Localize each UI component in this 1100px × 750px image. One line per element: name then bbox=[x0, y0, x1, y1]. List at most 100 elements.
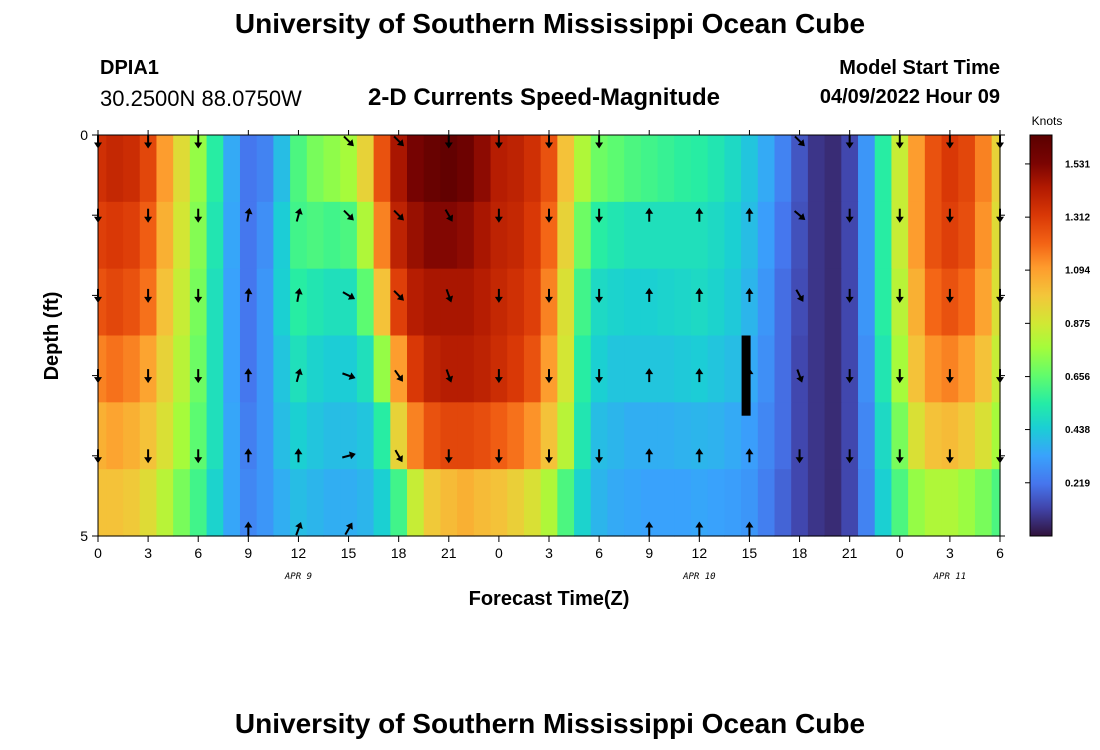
heatmap-cell bbox=[390, 469, 408, 537]
heatmap-cell bbox=[273, 402, 291, 470]
heatmap-cell bbox=[106, 402, 124, 470]
arrow-head bbox=[595, 296, 604, 303]
heatmap-cell bbox=[707, 268, 725, 337]
arrow-head bbox=[294, 368, 303, 376]
heatmap-cell bbox=[507, 335, 525, 403]
arrow-head bbox=[347, 292, 356, 300]
current-arrow bbox=[795, 289, 804, 302]
heatmap-cell bbox=[958, 135, 976, 203]
heatmap-cell bbox=[607, 469, 625, 537]
current-arrow bbox=[194, 369, 203, 384]
x-tick-label: 18 bbox=[792, 545, 808, 561]
current-arrow bbox=[545, 288, 553, 303]
heatmap-cell bbox=[991, 135, 1001, 203]
current-arrow bbox=[144, 134, 153, 149]
heatmap-cell bbox=[607, 268, 625, 337]
heatmap-cell bbox=[974, 201, 993, 270]
heatmap-cell bbox=[523, 268, 542, 337]
heatmap-cell bbox=[557, 268, 575, 337]
colorbar-gradient bbox=[1029, 134, 1053, 537]
heatmap-cell bbox=[707, 201, 725, 270]
heatmap-cell bbox=[273, 201, 291, 270]
arrow-head bbox=[348, 451, 356, 460]
heatmap-cell bbox=[757, 135, 776, 203]
heatmap-cell bbox=[340, 402, 358, 470]
heatmap-cell bbox=[523, 201, 542, 270]
heatmap-cell bbox=[290, 335, 308, 403]
heatmap-cell bbox=[824, 135, 842, 203]
heatmap-cell bbox=[624, 402, 642, 470]
heatmap-cell bbox=[523, 402, 542, 470]
heatmap-cell bbox=[407, 469, 425, 537]
x-tick-label: 9 bbox=[645, 545, 653, 561]
arrow-head bbox=[845, 377, 854, 384]
heatmap-cell bbox=[440, 135, 458, 203]
current-arrow bbox=[695, 521, 704, 536]
x-tick-label: 0 bbox=[94, 545, 102, 561]
heatmap-cell bbox=[290, 469, 308, 537]
heatmap-cell bbox=[891, 469, 909, 537]
current-arrow bbox=[845, 288, 854, 303]
current-arrow bbox=[144, 369, 153, 384]
current-arrow bbox=[194, 288, 203, 303]
arrow-head bbox=[244, 207, 253, 215]
x-tick-label: 15 bbox=[341, 545, 357, 561]
current-arrow bbox=[444, 134, 453, 149]
heatmap-cell bbox=[189, 135, 208, 203]
heatmap-cell bbox=[323, 135, 341, 203]
heatmap-cell bbox=[974, 335, 993, 403]
chart-title: University of Southern Mississippi Ocean… bbox=[234, 8, 866, 39]
current-arrow bbox=[394, 369, 403, 382]
current-arrow bbox=[645, 207, 654, 222]
arrow-head bbox=[144, 216, 153, 223]
colorbar-tick-label: 1.094 bbox=[1065, 266, 1090, 277]
arrow-head bbox=[244, 521, 253, 528]
current-arrow bbox=[494, 134, 503, 149]
heatmap-cell bbox=[507, 268, 525, 337]
current-arrow bbox=[494, 369, 503, 384]
heatmap-cell bbox=[340, 135, 358, 203]
heatmap-cell bbox=[674, 201, 692, 270]
current-arrow bbox=[244, 521, 253, 536]
y-axis-label: Depth (ft) bbox=[41, 292, 63, 381]
current-arrow bbox=[545, 369, 553, 384]
arrow-head bbox=[346, 213, 354, 221]
heatmap-cell bbox=[640, 135, 659, 203]
heatmap-cell bbox=[624, 268, 642, 337]
heatmap-cell bbox=[941, 469, 959, 537]
heatmap-cell bbox=[908, 268, 926, 337]
heatmap-cell bbox=[590, 201, 609, 270]
heatmap-cell bbox=[674, 135, 692, 203]
heatmap-cell bbox=[306, 135, 325, 203]
arrow-head bbox=[396, 213, 404, 221]
arrow-head bbox=[294, 288, 303, 295]
heatmap-cell bbox=[407, 402, 425, 470]
heatmap-cell bbox=[390, 201, 408, 270]
heatmap-cell bbox=[908, 135, 926, 203]
heatmap-cell bbox=[891, 135, 909, 203]
heatmap-cell bbox=[156, 135, 174, 203]
heatmap-cell bbox=[540, 469, 558, 537]
current-arrow bbox=[393, 290, 404, 301]
heatmap-cell bbox=[741, 402, 759, 470]
heatmap-cell bbox=[139, 469, 158, 537]
arrow-head bbox=[796, 375, 804, 383]
current-arrow bbox=[343, 135, 354, 147]
heatmap-cell bbox=[98, 335, 107, 403]
arrow-head bbox=[945, 457, 954, 464]
arrow-head bbox=[244, 368, 253, 375]
current-arrow bbox=[945, 134, 954, 149]
current-arrow bbox=[144, 208, 153, 223]
heatmap-cell bbox=[557, 335, 575, 403]
current-arrow bbox=[342, 372, 356, 380]
current-arrow bbox=[343, 209, 354, 221]
heatmap-cell bbox=[323, 201, 341, 270]
current-arrow bbox=[796, 369, 804, 383]
heatmap-cell bbox=[306, 201, 325, 270]
arrow-head bbox=[444, 457, 453, 464]
heatmap-cell bbox=[924, 335, 943, 403]
annotation-bar bbox=[741, 335, 751, 416]
heatmap-cell bbox=[206, 201, 224, 270]
heatmap-cell bbox=[858, 335, 876, 403]
current-arrow bbox=[845, 208, 854, 223]
